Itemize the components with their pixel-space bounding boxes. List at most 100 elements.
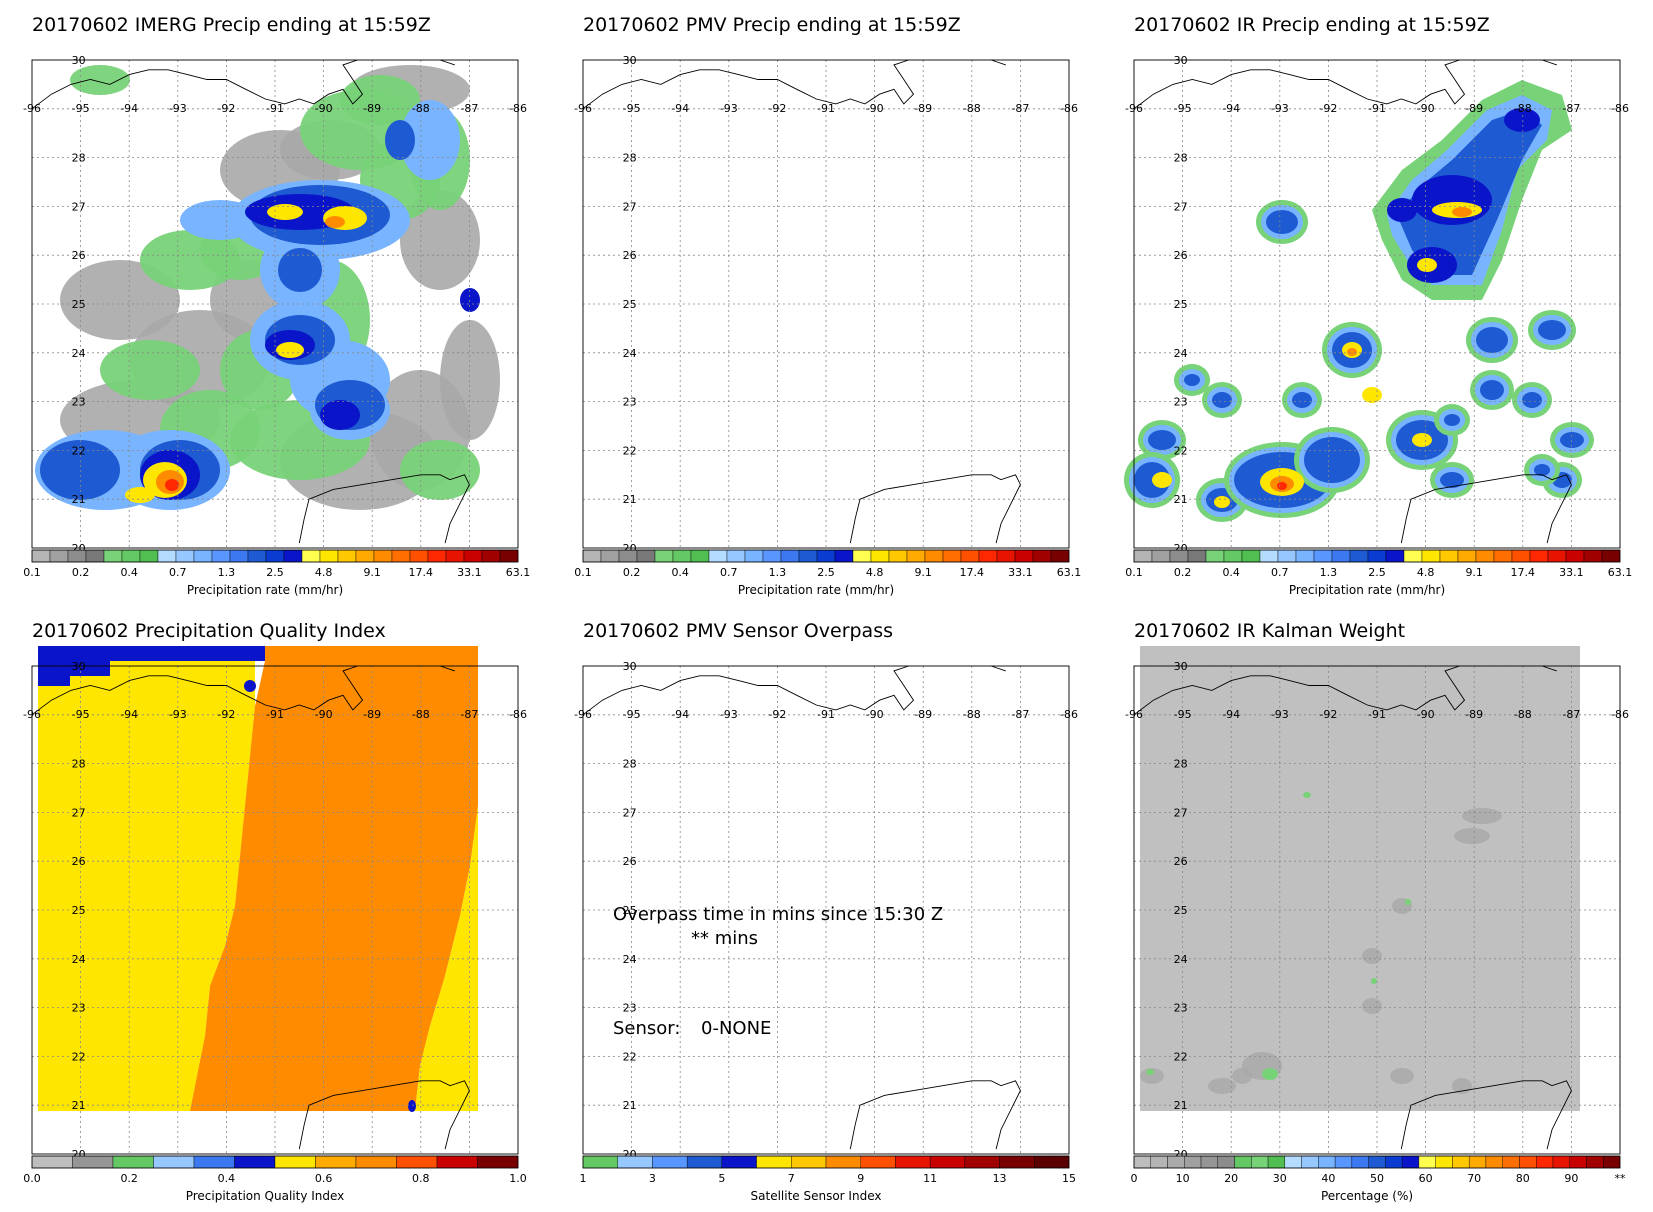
kalman-region-darker	[1232, 1068, 1252, 1084]
panel-title: 20170602 IMERG Precip ending at 15:59Z	[32, 14, 431, 36]
colorbar-tick-label: 0.7	[169, 566, 187, 579]
data-field	[1124, 80, 1594, 522]
lon-tick-label: -92	[768, 708, 786, 721]
panel-ir: 20170602 IR Precip ending at 15:59Z -96 -9…	[1102, 0, 1653, 606]
colorbar-tick-label: 0.2	[120, 1172, 138, 1185]
colorbar-swatch	[756, 1155, 792, 1169]
colorbar-swatch	[1301, 1155, 1319, 1169]
colorbar-tick-label: 33.1	[1008, 566, 1033, 579]
lat-tick-label: 27	[72, 806, 86, 819]
lon-tick-label: -94	[1222, 708, 1240, 721]
colorbar-swatch	[960, 549, 980, 563]
pqi-region-blue-spot	[408, 1100, 416, 1112]
coastline-yucatan	[298, 474, 470, 544]
colorbar-frame	[31, 1155, 519, 1169]
colorbar-frame	[582, 1155, 1070, 1169]
lon-tick-label: -87	[460, 102, 478, 115]
lon-tick-label: -96	[1125, 102, 1143, 115]
lon-tick-label: -96	[23, 708, 41, 721]
colorbar-tick-label: 4.8	[315, 566, 333, 579]
colorbar-tick-label: 9.1	[1465, 566, 1483, 579]
colorbar-swatch	[1034, 1155, 1070, 1169]
colorbar-tick-label: 40	[1321, 1172, 1335, 1185]
lon-tick-label: -92	[217, 708, 235, 721]
colorbar-swatch	[1569, 1155, 1587, 1169]
colorbar-tick-label: 17.4	[1511, 566, 1536, 579]
lat-tick-label: 27	[623, 200, 637, 213]
lon-tick-label: -86	[1611, 102, 1629, 115]
map-frame	[582, 59, 1070, 549]
lat-tick-label: 21	[72, 493, 86, 506]
lat-tick-label: 24	[1174, 347, 1188, 360]
precip-region-light	[400, 190, 480, 290]
colorbar-swatch	[175, 549, 195, 563]
colorbar-label: Percentage (%)	[1320, 1189, 1414, 1203]
colorbar-swatch	[762, 549, 782, 563]
colorbar-tick-label: 0.4	[1222, 566, 1240, 579]
precip-region-darkblue	[1504, 108, 1540, 132]
colorbar-tick-label: 2.5	[266, 566, 284, 579]
colorbar-swatch	[1349, 549, 1369, 563]
colorbar-tick-label: 11	[923, 1172, 937, 1185]
lon-tick-label: -95	[1174, 708, 1192, 721]
lat-tick-label: 22	[1174, 444, 1188, 457]
lon-tick-label: -87	[1562, 708, 1580, 721]
lon-tick-label: -94	[671, 708, 689, 721]
lon-tick-label: -86	[1060, 708, 1078, 721]
lon-tick-label: -90	[866, 708, 884, 721]
lon-tick-label: -92	[768, 102, 786, 115]
precip-region-green	[400, 440, 480, 500]
colorbar-tick-label: 0.2	[1174, 566, 1192, 579]
colorbar-swatch	[1351, 1155, 1369, 1169]
kalman-region-darker	[1362, 998, 1382, 1014]
lat-tick-label: 27	[1174, 200, 1188, 213]
colorbar-tick-label: 63.1	[506, 566, 531, 579]
map-frame	[31, 665, 519, 1155]
colorbar-swatch	[686, 1155, 723, 1169]
precip-cell-blue	[1440, 472, 1464, 488]
lat-tick-label: 26	[623, 249, 637, 262]
panel-imerg: 20170602 IMERG Precip ending at 15:59Z -9…	[0, 0, 551, 606]
colorbar-swatch	[445, 549, 465, 563]
panel-pqi: 20170602 Precipitation Quality Index -96-…	[0, 606, 551, 1212]
lat-tick-label: 28	[72, 758, 86, 771]
colorbar-tick-label: 63.1	[1608, 566, 1633, 579]
colorbar-tick-label: 17.4	[960, 566, 985, 579]
lon-tick-label: -90	[315, 708, 333, 721]
coastline-yucatan	[849, 474, 1021, 544]
colorbar-swatch	[1511, 549, 1531, 563]
colorbar-swatch	[942, 549, 962, 563]
lat-tick-label: 25	[72, 904, 86, 917]
colorbar-tick-label: 0.2	[72, 566, 90, 579]
colorbar-swatch	[1468, 1155, 1487, 1169]
lat-tick-label: 26	[72, 249, 86, 262]
colorbar-swatch	[1586, 1155, 1604, 1169]
colorbar-tick-label: 0.4	[218, 1172, 236, 1185]
colorbar-swatch	[708, 549, 728, 563]
sensor-label: Sensor:	[613, 1018, 680, 1039]
colorbar-label: Satellite Sensor Index	[750, 1189, 882, 1203]
colorbar-swatch	[355, 549, 375, 563]
colorbar-swatch	[427, 549, 447, 563]
colorbar-swatch	[1217, 1155, 1235, 1169]
lon-tick-label: -94	[671, 102, 689, 115]
lon-tick-label: -91	[266, 102, 284, 115]
lon-tick-label: -94	[1222, 102, 1240, 115]
colorbar-swatch	[1284, 1155, 1302, 1169]
map-plot: -96 -95 -94 -93 -92 -91 -90 -89 -88 -87 -86 30 28 27 2…	[574, 54, 1081, 579]
precip-region-blue	[385, 120, 415, 160]
colorbar-tick-label: 2.5	[1368, 566, 1386, 579]
colorbar-swatch	[1485, 1155, 1503, 1169]
colorbar-swatch	[72, 1155, 114, 1169]
colorbar-swatch	[1187, 549, 1207, 563]
colorbar-tick-label: 0.8	[412, 1172, 430, 1185]
kalman-region-darker	[1362, 948, 1382, 964]
colorbar-swatch	[103, 549, 123, 563]
colorbar-swatch	[153, 1155, 195, 1169]
lat-tick-label: 30	[623, 54, 637, 67]
lat-tick-label: 26	[1174, 855, 1188, 868]
precip-cell-blue	[1148, 430, 1176, 450]
colorbar-swatch	[1150, 1155, 1168, 1169]
precip-cell-blue	[1212, 392, 1232, 408]
lon-tick-label: -89	[1465, 102, 1483, 115]
